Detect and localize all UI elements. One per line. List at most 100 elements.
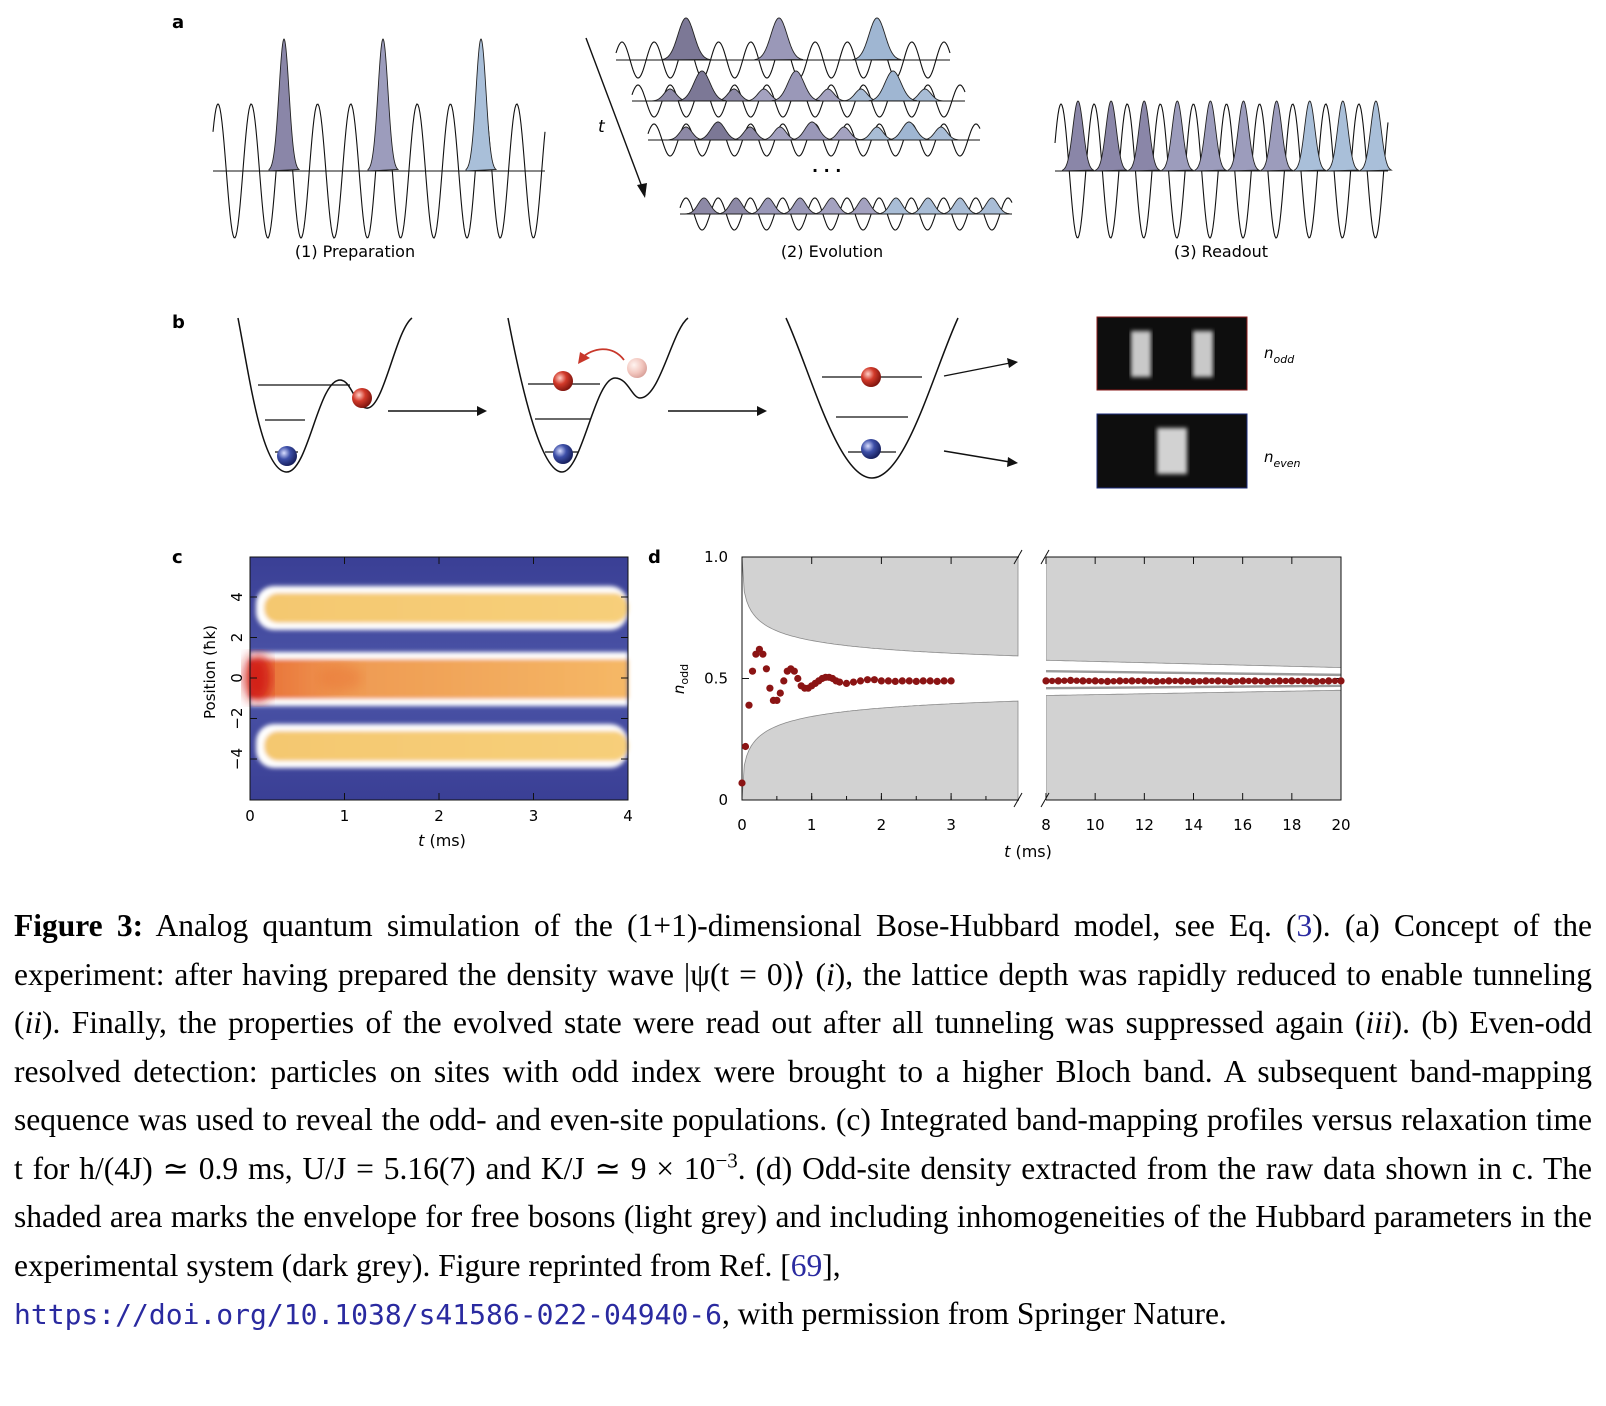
- panel-b: b: [172, 312, 1301, 489]
- data-point: [1325, 677, 1333, 685]
- time-arrow-head: [637, 183, 647, 198]
- data-point: [863, 676, 872, 684]
- data-point: [1042, 677, 1050, 685]
- double-well-initial: [237, 317, 413, 473]
- data-point: [773, 696, 781, 705]
- red-atom-ghost: [627, 358, 647, 378]
- caption-exponent: −3: [715, 1148, 738, 1172]
- axis-break-mark: [1040, 549, 1050, 565]
- atom-peak: [1194, 100, 1228, 172]
- red-atom: [352, 388, 372, 408]
- atom-peak: [852, 17, 902, 61]
- free-boson-envelope-lower-late: [1045, 689, 1342, 801]
- caption-text: ). (b) Even-odd resolved detection: part…: [14, 1005, 1592, 1186]
- panel-c-letter: c: [172, 547, 183, 568]
- data-point: [1257, 678, 1265, 685]
- atom-peak: [813, 197, 851, 215]
- data-point: [1208, 677, 1216, 685]
- atom-peak: [845, 197, 883, 215]
- atom-peak: [858, 126, 896, 141]
- data-point: [919, 677, 927, 685]
- d-ylabel: nodd: [670, 664, 691, 694]
- data-point: [849, 678, 858, 686]
- data-point: [1221, 678, 1228, 685]
- x-tick-label: 12: [1135, 816, 1154, 834]
- data-point: [898, 677, 906, 685]
- data-point: [1319, 678, 1326, 685]
- x-tick-label: 16: [1233, 816, 1252, 834]
- data-point: [1226, 677, 1234, 686]
- y-tick-label: 1.0: [704, 548, 728, 566]
- caption-label: Figure 3:: [14, 908, 144, 943]
- arrow-b1-head: [477, 406, 487, 416]
- x-tick-label: 3: [946, 816, 956, 834]
- data-point: [741, 742, 750, 751]
- data-point: [1184, 678, 1191, 685]
- atom-peak: [868, 70, 918, 102]
- atom-peak: [922, 126, 960, 141]
- atom-peak: [790, 121, 834, 141]
- red-atom: [861, 367, 881, 387]
- data-point: [1300, 677, 1308, 685]
- data-point: [1091, 677, 1099, 685]
- caption-text: ],: [822, 1247, 841, 1283]
- atom-peak: [1095, 100, 1129, 172]
- atom-peak: [781, 197, 819, 215]
- data-point: [877, 677, 886, 685]
- data-point: [790, 667, 798, 675]
- data-point: [748, 667, 757, 675]
- data-point: [738, 779, 746, 787]
- n-even-label: neven: [1264, 448, 1301, 470]
- figure-3: a t · · · (1) Preparation (2) Evolution …: [172, 12, 1393, 861]
- atom-peak: [771, 70, 821, 102]
- atom-peak: [887, 121, 931, 141]
- stage-label-evolution: (2) Evolution: [781, 242, 883, 261]
- doi-link[interactable]: https://doi.org/10.1038/s41586-022-04940…: [14, 1298, 723, 1331]
- x-tick-label: 0: [737, 816, 747, 834]
- data-point: [1098, 678, 1105, 685]
- atom-peak: [1326, 100, 1360, 172]
- data-point: [836, 678, 844, 686]
- atom-peak: [367, 38, 400, 172]
- data-point: [780, 677, 788, 685]
- arrow-to-odd-image: [943, 362, 1011, 377]
- data-point: [947, 677, 955, 685]
- atom-peak: [1293, 100, 1327, 172]
- atom-peak: [465, 38, 498, 172]
- data-point: [1140, 677, 1148, 685]
- data-point: [1073, 677, 1080, 684]
- transfer-arrow-head: [578, 352, 590, 364]
- arrow-even-head: [1007, 457, 1018, 467]
- data-point: [1165, 677, 1173, 685]
- data-point: [1159, 678, 1167, 685]
- atom-peak: [1260, 100, 1294, 172]
- data-point: [1135, 677, 1142, 685]
- heatmap-ylabel: Position (ħk): [201, 625, 219, 719]
- d-xlabel: t (ms): [1004, 842, 1052, 861]
- equation-link[interactable]: 3: [1296, 908, 1313, 943]
- data-point: [1189, 677, 1198, 686]
- data-point: [933, 677, 941, 686]
- data-point: [884, 677, 893, 685]
- panel-d-letter: d: [648, 547, 661, 568]
- data-point: [891, 677, 899, 686]
- caption-text: ). Finally, the properties of the evolve…: [42, 1005, 1366, 1040]
- data-point: [1275, 677, 1284, 685]
- x-tick-label: 20: [1331, 816, 1350, 834]
- y-tick-label: 0: [718, 791, 728, 809]
- citation-link[interactable]: 69: [790, 1247, 823, 1283]
- atom-peak: [909, 197, 947, 215]
- data-point: [1048, 677, 1056, 685]
- atom-peak: [941, 197, 979, 215]
- preparation-lattice: [212, 38, 546, 239]
- data-point: [1239, 677, 1247, 685]
- data-point: [1251, 677, 1259, 685]
- data-point: [1103, 677, 1112, 686]
- data-point: [762, 665, 771, 673]
- free-boson-envelope-upper: [741, 556, 1019, 657]
- x-tick-label: 2: [434, 807, 444, 825]
- data-point: [1263, 677, 1271, 686]
- panel-b-letter: b: [172, 312, 185, 333]
- arrow-odd-head: [1007, 358, 1018, 368]
- time-arrow: [585, 37, 646, 196]
